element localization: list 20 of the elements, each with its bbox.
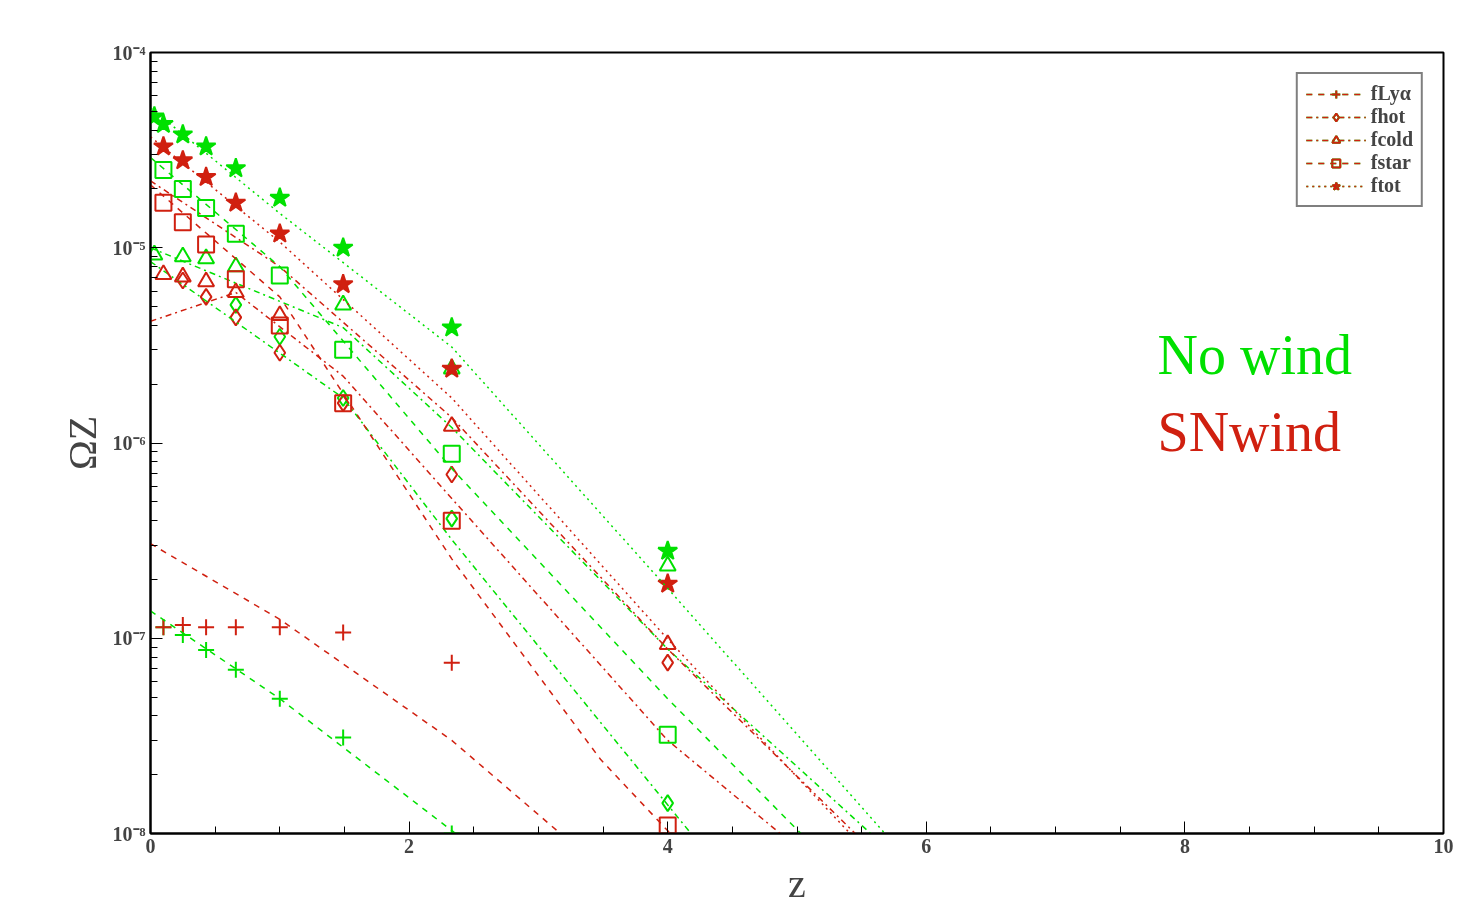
- y-tick-label: 10⁻⁸: [112, 822, 146, 845]
- y-axis-title: ΩZ: [59, 415, 105, 471]
- legend-label: fcold: [1370, 128, 1413, 151]
- x-tick-label: 6: [921, 834, 932, 857]
- x-tick-label: 0: [145, 834, 156, 857]
- y-tick-label: 10⁻⁷: [112, 627, 146, 650]
- y-tick-label: 10⁻⁴: [112, 41, 146, 64]
- legend-label: ftot: [1370, 174, 1401, 197]
- x-tick-label: 4: [662, 834, 673, 857]
- y-tick-label: 10⁻⁶: [112, 432, 146, 454]
- legend-label: fstar: [1370, 151, 1411, 174]
- y-tick-label: 10⁻⁵: [112, 236, 146, 259]
- x-tick-label: 10: [1433, 834, 1454, 857]
- legend-label: fhot: [1370, 105, 1406, 128]
- x-tick-label: 8: [1179, 834, 1190, 857]
- x-axis-title: z: [788, 860, 806, 906]
- legend-label: fLyα: [1370, 82, 1411, 105]
- x-tick-label: 2: [404, 834, 415, 857]
- annotation: No wind: [1157, 323, 1352, 386]
- annotation: SNwind: [1157, 400, 1342, 463]
